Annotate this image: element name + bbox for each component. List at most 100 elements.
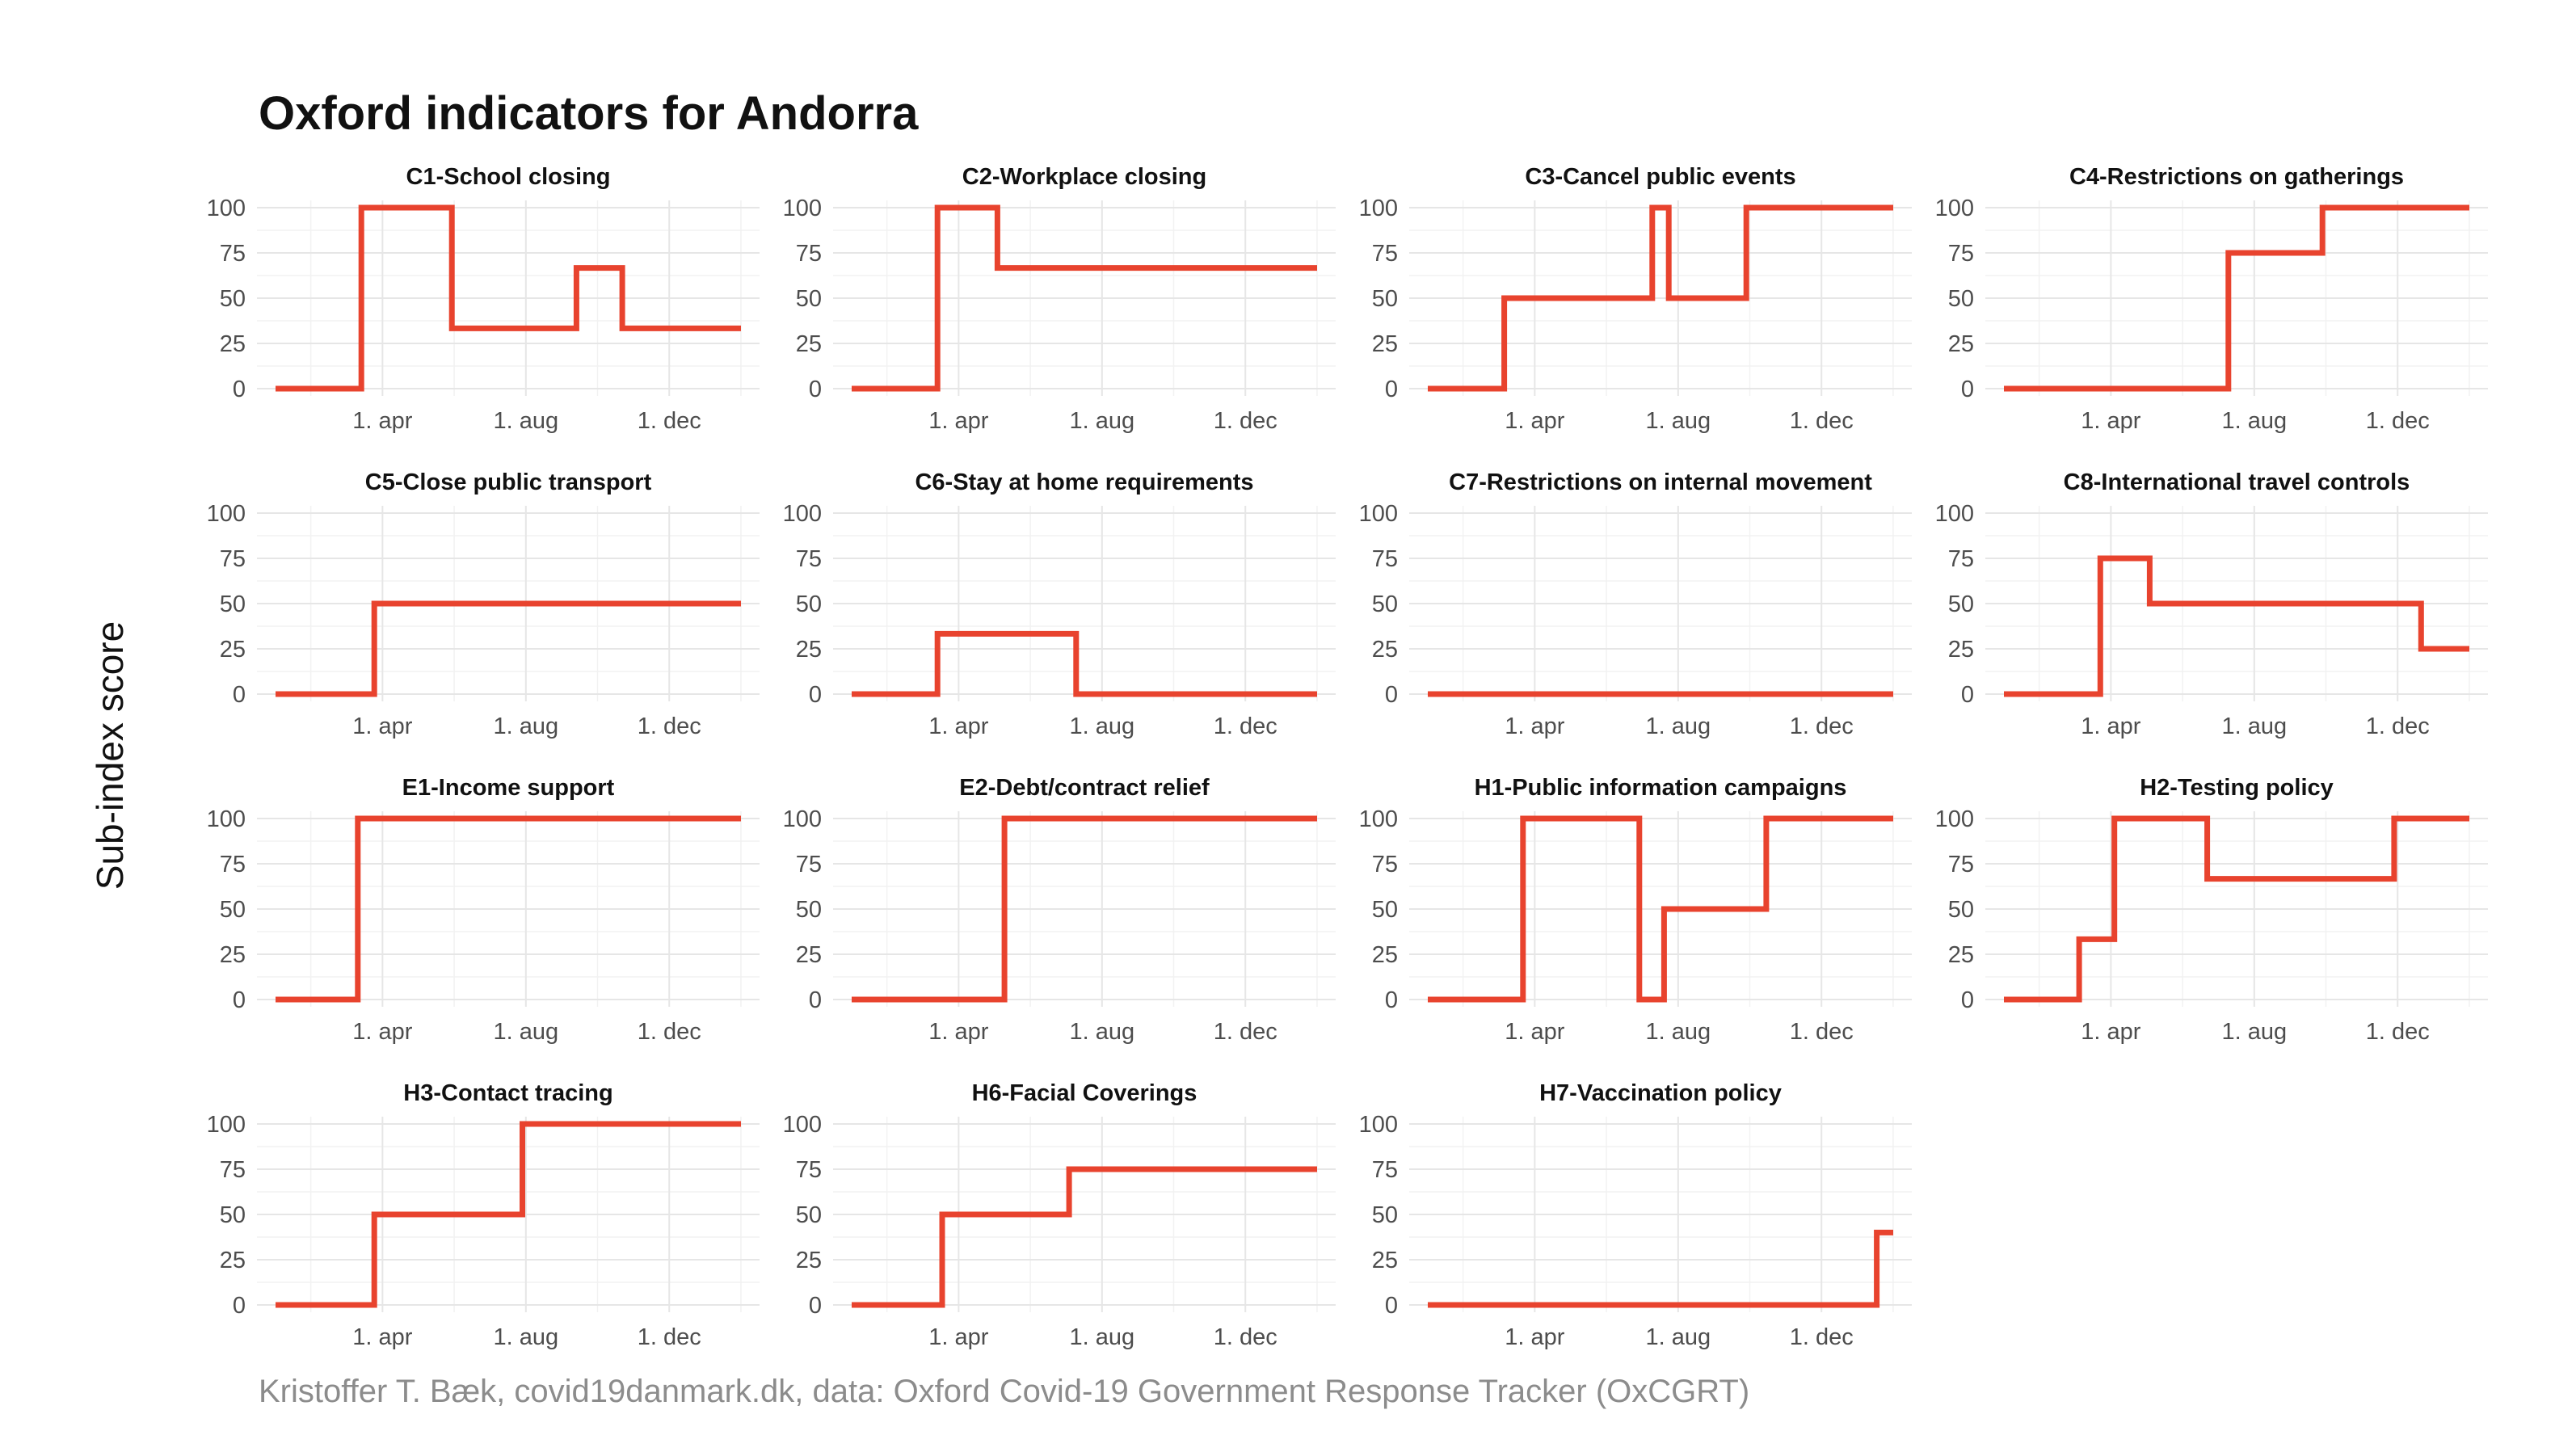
y-tick-label: 25 <box>220 942 246 968</box>
panel-3: C3-Cancel public events 0 25 50 75 100 1. apr 1… <box>1359 164 1912 434</box>
panel-title: H1-Public information campaigns <box>1475 775 1847 801</box>
x-tick-label: 1. dec <box>1214 1324 1277 1350</box>
panel-title: C7-Restrictions on internal movement <box>1449 469 1872 495</box>
x-tick-label: 1. dec <box>638 408 701 434</box>
series-line <box>276 1121 741 1308</box>
y-tick-label: 0 <box>809 987 822 1013</box>
y-axis-label: Sub-index score <box>89 621 131 890</box>
series-line <box>852 1166 1317 1308</box>
x-tick-label: 1. aug <box>2221 713 2287 739</box>
y-tick-label: 100 <box>1359 1112 1398 1138</box>
panel-12: H2-Testing policy 0 25 50 75 100 1. apr 1. aug 1… <box>1935 775 2488 1045</box>
panel-title: C2-Workplace closing <box>962 164 1206 190</box>
y-tick-label: 100 <box>783 501 822 527</box>
panel-5: C5-Close public transport 0 25 50 75 100 1. ap… <box>207 469 760 739</box>
x-tick-label: 1. aug <box>1645 408 1711 434</box>
y-tick-label: 50 <box>1948 286 1974 312</box>
x-tick-label: 1. aug <box>1069 1019 1134 1045</box>
y-tick-label: 0 <box>1961 377 1974 402</box>
y-tick-label: 50 <box>1372 897 1398 923</box>
y-tick-label: 75 <box>220 852 246 878</box>
panel-1: C1-School closing 0 25 50 75 100 1. apr 1. aug 1… <box>207 164 760 434</box>
panel-title: E1-Income support <box>402 775 615 801</box>
x-tick-label: 1. aug <box>1645 713 1711 739</box>
chart-title: Oxford indicators for Andorra <box>259 87 919 140</box>
y-tick-label: 0 <box>233 377 246 402</box>
x-tick-label: 1. aug <box>1645 1324 1711 1350</box>
x-tick-label: 1. aug <box>493 1019 558 1045</box>
y-tick-label: 50 <box>1948 897 1974 923</box>
x-tick-label: 1. apr <box>1505 1324 1564 1350</box>
x-tick-label: 1. apr <box>352 1324 412 1350</box>
panel-grid: C1-School closing 0 25 50 75 100 1. apr 1. aug 1… <box>207 164 2488 1350</box>
x-tick-label: 1. apr <box>1505 408 1564 434</box>
y-tick-label: 100 <box>207 501 246 527</box>
y-tick-label: 25 <box>796 1248 822 1273</box>
y-tick-label: 0 <box>809 377 822 402</box>
x-tick-label: 1. apr <box>928 1019 988 1045</box>
x-tick-label: 1. apr <box>352 1019 412 1045</box>
x-tick-label: 1. apr <box>2081 1019 2140 1045</box>
x-tick-label: 1. dec <box>638 713 701 739</box>
y-tick-label: 50 <box>220 897 246 923</box>
y-tick-label: 25 <box>796 331 822 357</box>
y-tick-label: 75 <box>796 1157 822 1183</box>
y-tick-label: 50 <box>1372 286 1398 312</box>
panel-9: E1-Income support 0 25 50 75 100 1. apr 1. aug 1… <box>207 775 760 1045</box>
y-tick-label: 75 <box>1948 241 1974 267</box>
series-line <box>852 204 1317 392</box>
x-tick-label: 1. aug <box>1069 1324 1134 1350</box>
x-tick-label: 1. apr <box>1505 1019 1564 1045</box>
y-tick-label: 0 <box>809 1293 822 1319</box>
x-tick-label: 1. apr <box>928 408 988 434</box>
x-tick-label: 1. apr <box>2081 408 2140 434</box>
panel-11: H1-Public information campaigns 0 25 50 75 10… <box>1359 775 1912 1045</box>
y-tick-label: 0 <box>1385 987 1398 1013</box>
series-line <box>1428 1229 1893 1308</box>
x-tick-label: 1. dec <box>2366 713 2430 739</box>
y-tick-label: 100 <box>783 806 822 832</box>
panel-title: C1-School closing <box>406 164 611 190</box>
panel-6: C6-Stay at home requirements 0 25 50 75 100 1.… <box>783 469 1336 739</box>
panel-8: C8-International travel controls 0 25 50 75 1… <box>1935 469 2488 739</box>
y-tick-label: 75 <box>220 1157 246 1183</box>
x-tick-label: 1. aug <box>493 408 558 434</box>
y-tick-label: 25 <box>1372 1248 1398 1273</box>
y-tick-label: 50 <box>796 286 822 312</box>
x-tick-label: 1. aug <box>1069 713 1134 739</box>
y-tick-label: 0 <box>233 987 246 1013</box>
x-tick-label: 1. dec <box>638 1019 701 1045</box>
y-tick-label: 50 <box>220 1202 246 1228</box>
y-tick-label: 25 <box>220 637 246 663</box>
x-tick-label: 1. dec <box>1214 408 1277 434</box>
y-tick-label: 0 <box>1961 682 1974 708</box>
y-tick-label: 75 <box>220 546 246 572</box>
x-tick-label: 1. apr <box>1505 713 1564 739</box>
panel-4: C4-Restrictions on gatherings 0 25 50 75 100 1… <box>1935 164 2488 434</box>
series-line <box>2004 555 2469 697</box>
x-tick-label: 1. apr <box>352 408 412 434</box>
series-line <box>276 600 741 697</box>
y-tick-label: 50 <box>1372 591 1398 617</box>
y-tick-label: 0 <box>1385 377 1398 402</box>
y-tick-label: 25 <box>1948 637 1974 663</box>
y-tick-label: 50 <box>220 591 246 617</box>
x-tick-label: 1. aug <box>1645 1019 1711 1045</box>
panel-title: C4-Restrictions on gatherings <box>2069 164 2404 190</box>
y-tick-label: 50 <box>796 1202 822 1228</box>
y-tick-label: 50 <box>796 591 822 617</box>
y-tick-label: 50 <box>1948 591 1974 617</box>
panel-7: C7-Restrictions on internal movement 0 25 5… <box>1359 469 1912 739</box>
y-tick-label: 25 <box>1372 942 1398 968</box>
y-tick-label: 50 <box>796 897 822 923</box>
y-tick-label: 75 <box>1372 241 1398 267</box>
y-tick-label: 100 <box>207 806 246 832</box>
x-tick-label: 1. dec <box>1790 713 1854 739</box>
series-line <box>2004 204 2469 392</box>
y-tick-label: 75 <box>796 546 822 572</box>
panel-title: H3-Contact tracing <box>403 1080 612 1106</box>
y-tick-label: 25 <box>1948 942 1974 968</box>
series-line <box>276 204 741 392</box>
y-tick-label: 100 <box>1935 501 1974 527</box>
